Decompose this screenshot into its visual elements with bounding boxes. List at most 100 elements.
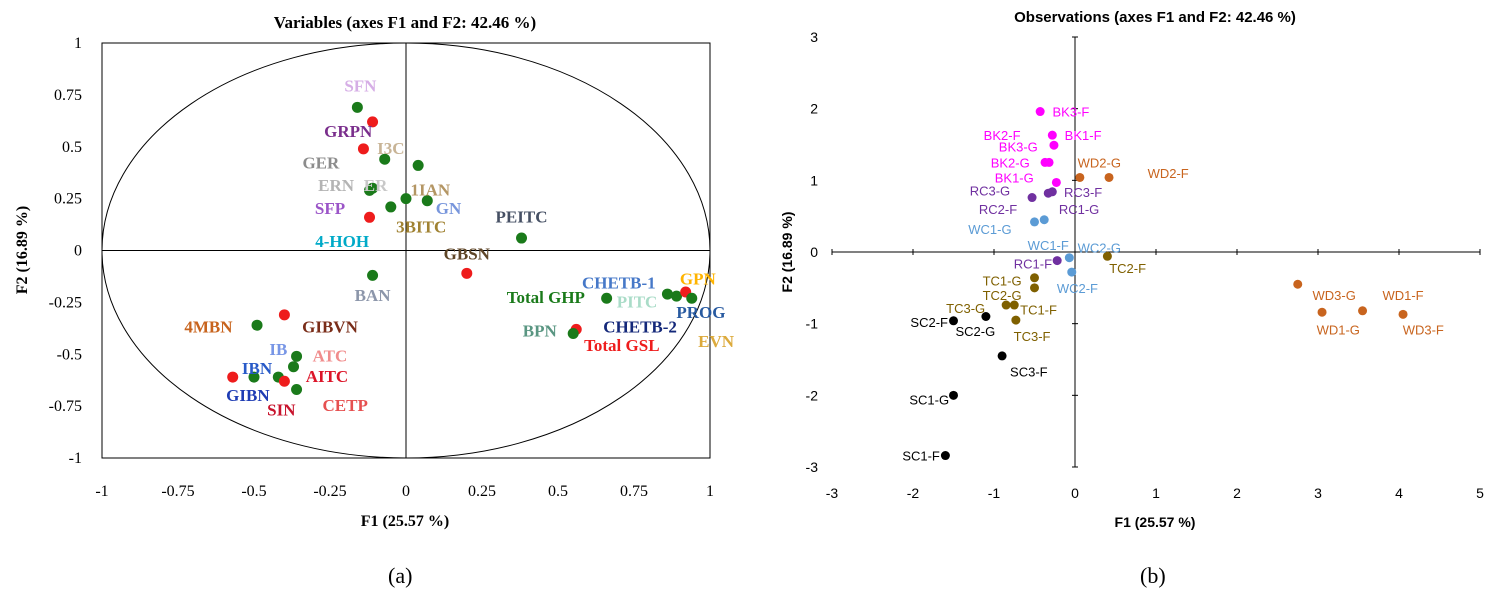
data-point [379,153,391,165]
point-label: WC1-G [968,222,1011,237]
point-label: TC3-G [946,301,985,316]
data-point [1030,273,1039,283]
point-label: GER [302,153,340,172]
data-point [1358,306,1368,316]
x-tick-label: -0.25 [313,483,346,500]
variables-chart: Variables (axes F1 and F2: 42.46 %) -1 -0… [14,13,735,530]
data-point [412,159,424,171]
chart-b-y-axis-label: F2 (16.89 %) [779,212,795,293]
point-label: GRPN [324,122,373,141]
data-point [1030,217,1039,227]
y-tick-label: 0.25 [54,191,82,208]
y-tick-label: 3 [810,29,818,45]
data-point [1052,256,1062,266]
point-label: RC3-G [970,183,1010,198]
x-tick-label: 4 [1395,485,1403,501]
point-label: SC2-F [910,315,948,330]
x-tick-label: 0 [402,483,410,500]
point-label: ERN [318,176,355,195]
point-label: RC3-F [1064,185,1102,200]
point-label: 1IAN [410,180,450,199]
chart-a-points [227,101,698,396]
data-point [1317,307,1327,317]
data-point [1398,309,1408,319]
y-tick-label: 0.75 [54,87,82,104]
observations-chart: Observations (axes F1 and F2: 42.46 %) -… [779,9,1484,530]
chart-b-title: Observations (axes F1 and F2: 42.46 %) [1014,9,1296,26]
data-point [1067,267,1077,277]
point-label: BAN [355,286,392,305]
data-point [1035,107,1045,117]
data-point [461,267,473,279]
point-label: BK1-F [1065,128,1102,143]
point-label: BK2-F [984,128,1021,143]
point-label: PROG [676,303,725,322]
point-label: RC1-F [1014,256,1052,271]
data-point [1009,300,1019,310]
data-point [1104,172,1114,182]
point-label: GN [436,199,462,218]
chart-a-tick-labels: -1 -0.75 -0.5 -0.25 0 0.25 0.5 0.75 1 -1 -0.75 -0.5… [49,35,714,500]
point-label: EVN [698,332,735,351]
x-tick-label: 0.25 [468,483,496,500]
point-label: CHETB-1 [582,274,656,293]
data-point [385,201,397,213]
point-label: WC2-F [1057,281,1098,296]
x-tick-label: -1 [95,483,108,500]
point-label: WD3-F [1403,322,1444,337]
point-label: WC1-F [1028,238,1069,253]
point-label: BK3-G [999,140,1038,155]
data-point [288,361,300,373]
point-label: GBSN [444,245,491,264]
point-label: ER [364,176,388,195]
x-tick-label: 1 [706,483,714,500]
point-label: 4-HOH [315,232,369,251]
point-label: ATC [313,346,348,365]
chart-b-points [940,107,1408,461]
point-label: TC1-F [1020,302,1057,317]
data-point [251,319,263,331]
point-label: TC1-G [983,274,1022,289]
y-tick-label: 2 [810,101,818,117]
point-label: Total GSL [584,336,659,355]
data-point [400,193,412,205]
point-label: BK2-G [991,155,1030,170]
point-label: IBN [242,359,273,378]
point-label: TC2-G [983,288,1022,303]
data-point [1047,130,1057,140]
point-label: 4MBN [184,317,233,336]
data-point [981,312,991,321]
x-tick-label: -0.75 [161,483,194,500]
point-label: WD2-F [1148,166,1189,181]
data-point [1011,315,1021,325]
point-label: GPN [680,270,717,289]
point-label: SC3-F [1010,365,1048,380]
point-label: WD1-G [1317,322,1360,337]
data-point [1027,193,1037,203]
x-tick-label: -0.5 [241,483,266,500]
x-tick-label: 5 [1476,485,1484,501]
x-tick-label: 0.5 [548,483,568,500]
x-tick-label: 0.75 [620,483,648,500]
data-point [364,184,376,196]
y-tick-label: 0 [810,244,818,260]
x-tick-label: 3 [1314,485,1322,501]
y-tick-label: -2 [806,387,819,403]
y-tick-label: 1 [810,172,818,188]
data-point [357,143,369,155]
data-point [291,350,303,362]
data-point [1051,177,1061,187]
point-label: I3C [377,139,404,158]
y-tick-label: -0.75 [49,398,82,415]
data-point [671,290,683,302]
x-tick-label: -2 [907,485,920,501]
point-label: PEITC [496,207,548,226]
point-label: CHETB-2 [603,317,677,336]
point-label: CETP [323,396,368,415]
point-label: RC1-G [1059,202,1099,217]
data-point [661,288,673,300]
point-label: PITC [617,292,658,311]
data-point [1049,140,1059,150]
